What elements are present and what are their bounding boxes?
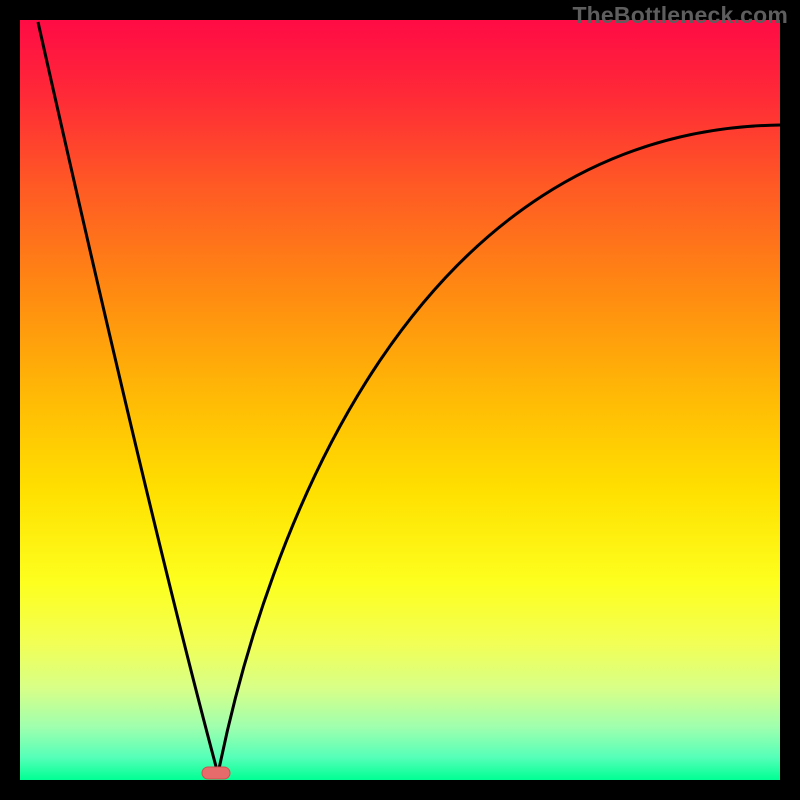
plot-area	[20, 20, 780, 780]
gradient-background	[20, 20, 780, 780]
watermark-label: TheBottleneck.com	[572, 2, 788, 29]
bottleneck-chart	[0, 0, 800, 800]
optimal-point-marker	[202, 767, 230, 779]
chart-container: TheBottleneck.com	[0, 0, 800, 800]
